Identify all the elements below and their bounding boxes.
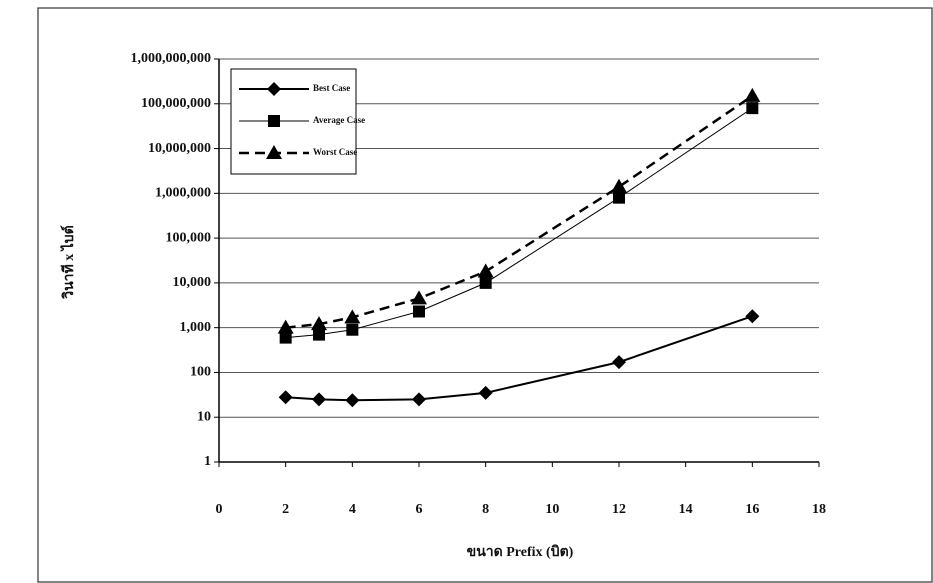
y-tick-label: 1,000,000,000 bbox=[131, 51, 212, 66]
marker bbox=[413, 305, 425, 317]
y-tick-label: 1,000 bbox=[180, 320, 212, 335]
y-tick-label: 1 bbox=[204, 454, 211, 469]
marker bbox=[412, 392, 426, 406]
marker bbox=[312, 392, 326, 406]
marker bbox=[411, 290, 427, 304]
y-tick-label: 100,000 bbox=[166, 230, 212, 245]
x-tick-label: 6 bbox=[416, 502, 423, 517]
marker bbox=[268, 115, 280, 127]
x-tick-label: 4 bbox=[349, 502, 356, 517]
marker bbox=[744, 88, 760, 102]
marker bbox=[611, 179, 627, 193]
marker bbox=[480, 277, 492, 289]
legend-label: Average Case bbox=[313, 115, 365, 125]
x-tick-label: 10 bbox=[545, 502, 559, 517]
x-tick-label: 16 bbox=[745, 502, 759, 517]
marker bbox=[279, 390, 293, 404]
y-axis-label: วินาที x ไบต์ bbox=[59, 225, 77, 300]
marker bbox=[612, 355, 626, 369]
marker bbox=[613, 192, 625, 204]
y-tick-label: 10 bbox=[197, 409, 211, 424]
y-tick-label: 100 bbox=[190, 365, 211, 380]
y-tick-label: 10,000 bbox=[173, 275, 212, 290]
marker bbox=[478, 263, 494, 277]
marker bbox=[346, 324, 358, 336]
y-tick-label: 1,000,000 bbox=[155, 186, 211, 201]
x-tick-label: 18 bbox=[812, 502, 826, 517]
x-tick-label: 2 bbox=[282, 502, 289, 517]
y-tick-label: 10,000,000 bbox=[148, 141, 211, 156]
legend-label: Best Case bbox=[313, 83, 350, 93]
chart-frame bbox=[38, 8, 932, 582]
marker bbox=[746, 102, 758, 114]
marker bbox=[745, 309, 759, 323]
x-axis-label: ขนาด Prefix (บิต) bbox=[467, 544, 574, 560]
legend-label: Worst Case bbox=[313, 147, 357, 157]
marker bbox=[345, 393, 359, 407]
x-tick-label: 0 bbox=[216, 502, 223, 517]
marker bbox=[479, 386, 493, 400]
x-tick-label: 14 bbox=[679, 502, 693, 517]
x-tick-label: 12 bbox=[612, 502, 626, 517]
marker bbox=[313, 329, 325, 341]
x-tick-label: 8 bbox=[482, 502, 489, 517]
y-tick-label: 100,000,000 bbox=[141, 96, 211, 111]
chart: ขนาด Prefix (บิต) วินาที x ไบต์ 1101001,… bbox=[0, 0, 933, 583]
